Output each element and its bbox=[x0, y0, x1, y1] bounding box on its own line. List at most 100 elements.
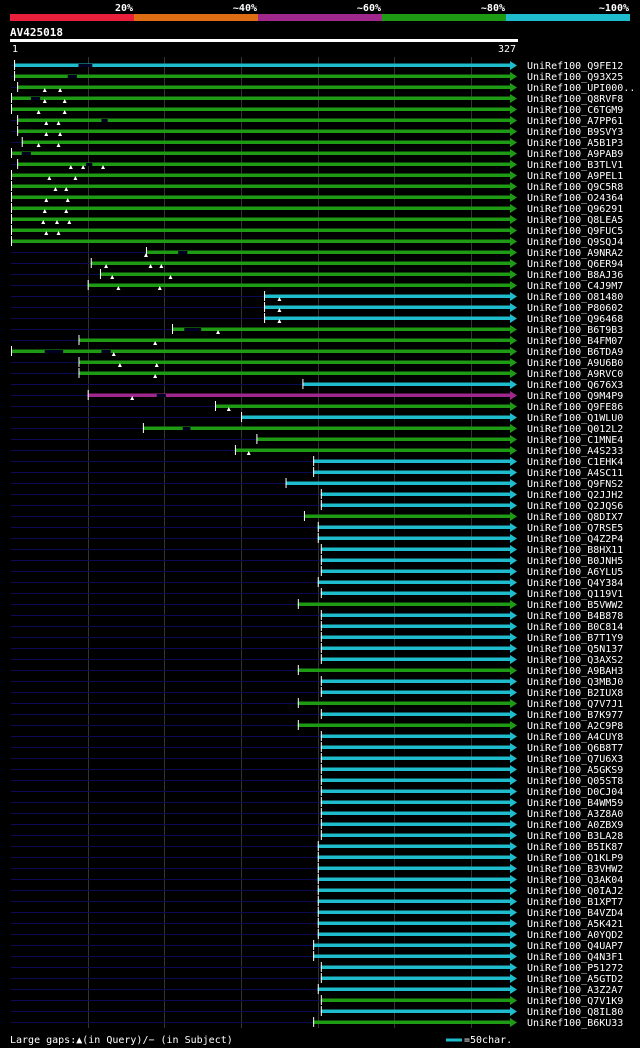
hit-row: UniRef100_Q0IAJ2 bbox=[11, 885, 623, 897]
hit-segment bbox=[317, 877, 511, 881]
query-gap-marker bbox=[53, 187, 58, 191]
hit-row: UniRef100_C6TGM9 bbox=[11, 104, 623, 116]
hit-row: UniRef100_B3LA28 bbox=[11, 830, 623, 842]
hit-segment bbox=[317, 866, 511, 870]
hit-end-arrow bbox=[510, 721, 517, 730]
hit-label: UniRef100_Q05ST8 bbox=[527, 776, 623, 787]
hit-end-arrow bbox=[510, 105, 517, 114]
hit-segment bbox=[320, 492, 511, 496]
hit-end-arrow bbox=[510, 688, 517, 697]
hit-label: UniRef100_Q4Y384 bbox=[527, 578, 623, 589]
hit-end-arrow bbox=[510, 1018, 517, 1027]
query-title: AV425018 bbox=[10, 26, 63, 39]
hit-row: UniRef100_Q5N137 bbox=[11, 643, 623, 655]
hit-end-arrow bbox=[510, 391, 517, 400]
hit-label: UniRef100_B6T9B3 bbox=[527, 325, 623, 336]
hit-segment bbox=[11, 184, 511, 188]
hit-row: UniRef100_B2IUX8 bbox=[11, 687, 623, 699]
hit-row: UniRef100_Q9FNS2 bbox=[11, 478, 623, 490]
hit-row: UniRef100_B0JNH5 bbox=[11, 555, 623, 567]
hit-end-arrow bbox=[510, 556, 517, 565]
hit-label: UniRef100_Q5N137 bbox=[527, 644, 623, 655]
query-gap-marker bbox=[157, 286, 162, 290]
hit-segment bbox=[320, 547, 511, 551]
hit-end-arrow bbox=[510, 358, 517, 367]
hit-segment bbox=[320, 822, 511, 826]
hit-label: UniRef100_A4CUY8 bbox=[527, 732, 623, 743]
hit-label: UniRef100_Q119V1 bbox=[527, 589, 623, 600]
hit-label: UniRef100_A3Z2A7 bbox=[527, 985, 623, 996]
hit-segment bbox=[320, 778, 511, 782]
hit-label: UniRef100_A9NRA2 bbox=[527, 248, 623, 259]
query-gap-marker bbox=[148, 264, 153, 268]
hit-label: UniRef100_Q6ER94 bbox=[527, 259, 623, 270]
hit-end-arrow bbox=[510, 347, 517, 356]
hit-segment bbox=[317, 844, 511, 848]
hit-row: UniRef100_Q9FE12 bbox=[11, 60, 623, 72]
hit-row: UniRef100_A4CUY8 bbox=[11, 731, 623, 743]
query-gap-marker bbox=[64, 209, 69, 213]
hit-row: UniRef100_Q1WLU0 bbox=[11, 412, 623, 424]
hit-row: UniRef100_A3Z8A0 bbox=[11, 808, 623, 820]
hit-row: UniRef100_Q4N3F1 bbox=[11, 951, 623, 963]
hit-end-arrow bbox=[510, 72, 517, 81]
hit-label: UniRef100_B0JNH5 bbox=[527, 556, 623, 567]
axis-start-label: 1 bbox=[12, 44, 18, 55]
hit-end-arrow bbox=[510, 501, 517, 510]
hit-label: UniRef100_B7K977 bbox=[527, 710, 623, 721]
query-gap-marker bbox=[111, 352, 116, 356]
query-gap-marker bbox=[277, 319, 282, 323]
hit-label: UniRef100_Q4Z2P4 bbox=[527, 534, 623, 545]
hit-row: UniRef100_Q2JQS6 bbox=[11, 500, 623, 512]
hit-label: UniRef100_O24364 bbox=[527, 193, 623, 204]
hit-segment bbox=[14, 74, 512, 78]
hit-end-arrow bbox=[510, 61, 517, 70]
hit-segment bbox=[320, 690, 511, 694]
hit-end-arrow bbox=[510, 743, 517, 752]
hit-row: UniRef100_B0C814 bbox=[11, 621, 623, 633]
hit-segment bbox=[11, 217, 511, 221]
hit-segment bbox=[90, 261, 511, 265]
hit-label: UniRef100_Q9M4P9 bbox=[527, 391, 623, 402]
hit-label: UniRef100_A0ZBX9 bbox=[527, 820, 623, 831]
hit-segment bbox=[317, 888, 511, 892]
hit-end-arrow bbox=[510, 413, 517, 422]
query-axis: 1 327 bbox=[10, 39, 518, 55]
hit-segment bbox=[297, 701, 511, 705]
hit-row: UniRef100_A4SC11 bbox=[11, 467, 623, 479]
hit-row: UniRef100_A9NRA2 bbox=[11, 247, 623, 259]
hit-row: UniRef100_P51272 bbox=[11, 962, 623, 974]
hit-label: UniRef100_B8HX11 bbox=[527, 545, 623, 556]
hit-label: UniRef100_B8AJ36 bbox=[527, 270, 623, 281]
hit-label: UniRef100_Q9FE12 bbox=[527, 61, 623, 72]
hit-label: UniRef100_Q9FE86 bbox=[527, 402, 623, 413]
hit-end-arrow bbox=[510, 996, 517, 1005]
hit-segment bbox=[320, 558, 511, 562]
hit-row: UniRef100_B9SVY3 bbox=[11, 126, 623, 138]
hit-end-arrow bbox=[510, 479, 517, 488]
hit-segment bbox=[313, 459, 511, 463]
legend-label: ~80% bbox=[481, 3, 505, 14]
query-gap-marker bbox=[277, 308, 282, 312]
hit-segment bbox=[78, 371, 511, 375]
hit-label: UniRef100_C1EHK4 bbox=[527, 457, 623, 468]
hit-end-arrow bbox=[510, 281, 517, 290]
hit-end-arrow bbox=[510, 655, 517, 664]
hit-row: UniRef100_B3VHW2 bbox=[11, 863, 623, 875]
hit-end-arrow bbox=[510, 1007, 517, 1016]
hit-end-arrow bbox=[510, 886, 517, 895]
hit-end-arrow bbox=[510, 853, 517, 862]
hit-row: UniRef100_Q2JJH2 bbox=[11, 489, 623, 501]
hit-row: UniRef100_B7T1Y9 bbox=[11, 632, 623, 644]
hit-label: UniRef100_B2IUX8 bbox=[527, 688, 623, 699]
hit-end-arrow bbox=[510, 974, 517, 983]
hit-end-arrow bbox=[510, 567, 517, 576]
hit-label: UniRef100_Q3AXS2 bbox=[527, 655, 623, 666]
hit-end-arrow bbox=[510, 303, 517, 312]
hit-segment bbox=[214, 404, 511, 408]
hit-end-arrow bbox=[510, 633, 517, 642]
hit-label: UniRef100_Q6B8T7 bbox=[527, 743, 623, 754]
hit-segment bbox=[320, 756, 511, 760]
query-gap-marker bbox=[47, 176, 52, 180]
hit-row: UniRef100_A9BAH3 bbox=[11, 665, 623, 677]
